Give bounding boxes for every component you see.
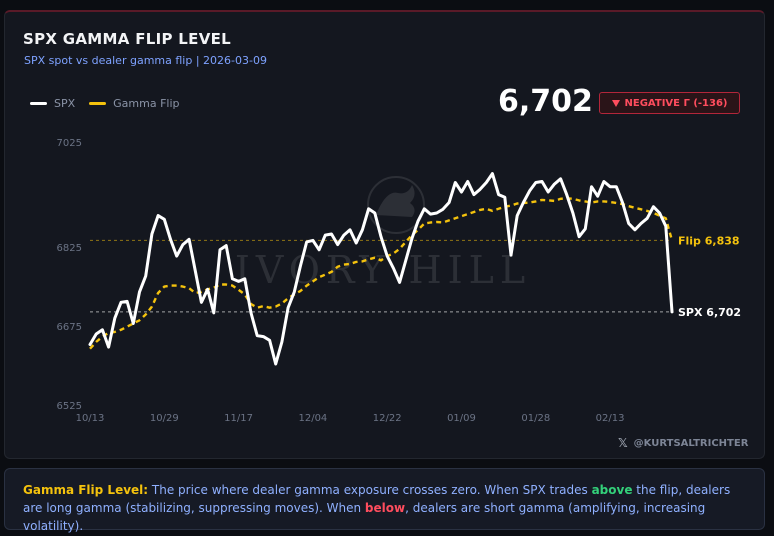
author-credit: 𝕏 @KURTSALTRICHTER	[618, 436, 748, 450]
chart-subtitle: SPX spot vs dealer gamma flip | 2026-03-…	[24, 54, 267, 67]
author-handle: @KURTSALTRICHTER	[633, 437, 749, 449]
series-line-spx	[88, 172, 674, 366]
x-tick-label: 10/29	[150, 413, 179, 424]
series-line-gamma-flip	[89, 197, 674, 350]
legend-swatch-gamma-flip	[89, 102, 107, 105]
legend-label-gamma-flip: Gamma Flip	[113, 97, 180, 110]
legend-label-spx: SPX	[54, 97, 76, 110]
x-tick-label: 12/22	[373, 413, 402, 424]
reference-label-spx: SPX 6,702	[678, 306, 741, 319]
svg-text:IVORY HILL: IVORY HILL	[235, 248, 531, 292]
gamma-status-badge: NEGATIVE Γ (-136)	[599, 92, 740, 114]
chart-title: SPX GAMMA FLIP LEVEL	[23, 30, 232, 48]
y-tick-label: 6825	[57, 243, 82, 254]
footer-term: Gamma Flip Level:	[23, 483, 149, 497]
reference-label-flip: Flip 6,838	[678, 234, 740, 247]
legend: SPX Gamma Flip	[30, 97, 180, 110]
x-tick-label: 10/13	[76, 413, 105, 424]
footer-below: below	[364, 501, 406, 515]
legend-swatch-spx	[30, 102, 47, 105]
footer-explainer: Gamma Flip Level: The price where dealer…	[4, 468, 765, 533]
down-triangle-icon	[611, 99, 620, 107]
chart-panel	[4, 10, 765, 459]
x-tick-label: 01/28	[521, 413, 550, 424]
footer-text-3: , dealers are short gamma (amplifying, i…	[23, 501, 706, 533]
x-tick-label: 01/09	[447, 413, 476, 424]
footer-above: above	[591, 483, 633, 497]
x-logo-icon: 𝕏	[618, 436, 628, 450]
x-tick-label: 11/17	[224, 413, 253, 424]
x-tick-label: 02/13	[596, 413, 625, 424]
y-tick-label: 7025	[57, 138, 82, 149]
x-tick-label: 12/04	[298, 413, 327, 424]
current-spx-value: 6,702	[498, 84, 593, 119]
y-tick-label: 6525	[57, 401, 82, 412]
watermark-logo: IVORY HILL	[235, 176, 531, 292]
gamma-status-text: NEGATIVE Γ (-136)	[624, 97, 728, 109]
footer-text-2: the flip, dealers are long gamma (stabil…	[23, 483, 731, 515]
footer-text-1: The price where dealer gamma exposure cr…	[148, 483, 592, 497]
y-tick-label: 6675	[57, 322, 82, 333]
